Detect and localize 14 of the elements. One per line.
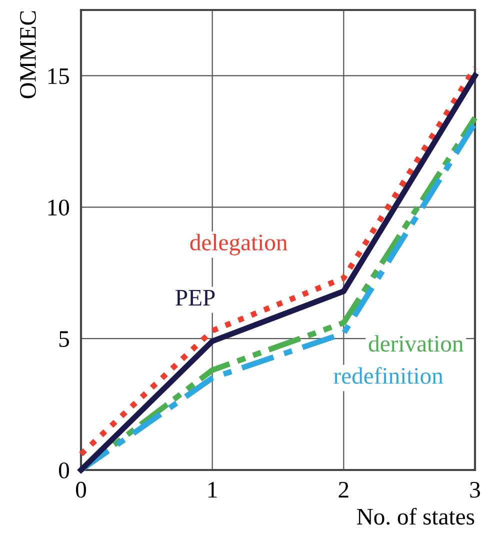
x-tick-label: 2 <box>338 482 348 498</box>
x-tick-label: 1 <box>208 482 217 498</box>
y-tick-label: 5 <box>59 331 69 347</box>
series-label: redefinition <box>334 367 444 384</box>
series-label: derivation <box>368 335 464 352</box>
x-axis-title: No. of states <box>356 508 474 525</box>
x-tick-label: 0 <box>76 482 86 498</box>
series-label: PEP <box>176 290 215 306</box>
series-label: delegation <box>190 234 288 256</box>
y-axis-title: OMMEC <box>20 11 36 98</box>
y-tick-label: 15 <box>48 68 69 84</box>
y-tick-label: 10 <box>48 200 69 216</box>
y-tick-label: 0 <box>58 462 69 478</box>
x-tick-label: 3 <box>470 482 480 498</box>
